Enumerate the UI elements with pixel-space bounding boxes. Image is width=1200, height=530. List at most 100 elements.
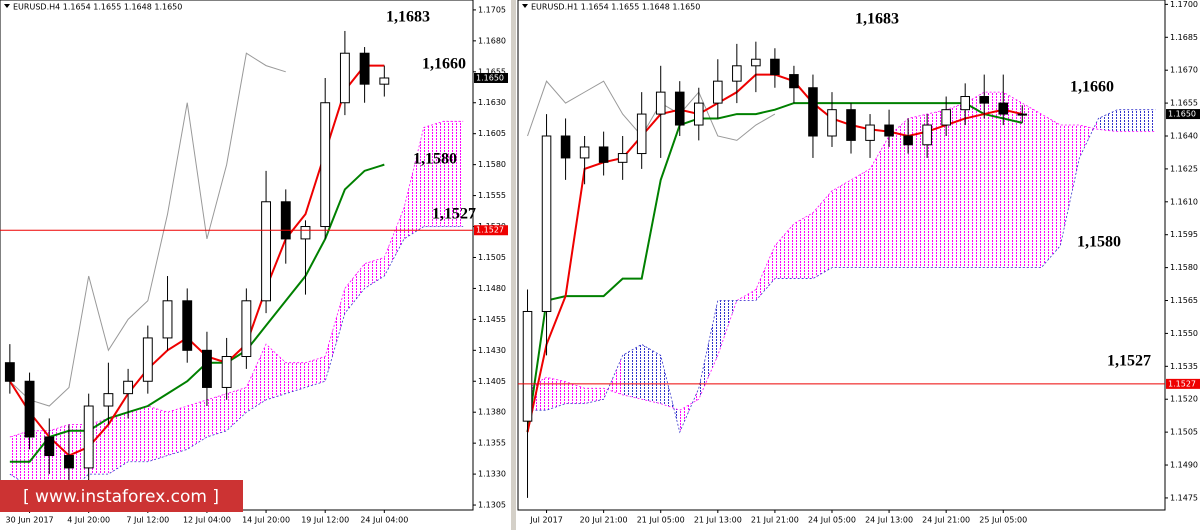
candle-body	[770, 58, 780, 76]
cloud-segment	[870, 136, 890, 268]
candle-body	[655, 91, 666, 115]
annotation: 1,1527	[432, 206, 476, 223]
candle-body	[4, 362, 15, 382]
cloud-segment	[584, 388, 604, 404]
candle-body	[83, 405, 94, 469]
y-tick-label: 1.1565	[1170, 296, 1198, 305]
candle-body	[865, 124, 875, 141]
y-tick-label: 1.1480	[478, 284, 506, 293]
candle-body	[221, 356, 232, 388]
candle-body	[884, 124, 894, 137]
candle-body	[162, 300, 173, 339]
x-tick-label: 24 Jul 21:00	[922, 516, 970, 525]
annotation: 1,1660	[422, 56, 466, 73]
candle-body	[339, 52, 350, 104]
chart-title: EURUSD.H4 1.1654 1.1655 1.1648 1.1650	[13, 3, 182, 12]
y-tick-label: 1.1685	[1170, 33, 1198, 42]
candle-body	[713, 80, 723, 104]
candle-body	[827, 109, 837, 137]
candle-body	[636, 113, 647, 155]
x-tick-label: 24 Jul 05:00	[808, 516, 856, 525]
y-tick-label: 1.1610	[1170, 197, 1198, 206]
annotation: 1,1580	[1077, 234, 1121, 251]
candle-body	[44, 436, 55, 457]
cloud-segment	[305, 356, 326, 388]
cloud-segment	[546, 377, 566, 411]
y-tick-label: 1.1670	[1170, 66, 1198, 75]
candle-body	[123, 380, 134, 395]
y-tick-label: 1.1580	[1170, 263, 1198, 272]
candle-body	[560, 135, 571, 159]
candle-body	[922, 124, 932, 146]
y-tick-label: 1.1520	[1170, 395, 1198, 404]
x-tick-label: 24 Jul 04:00	[360, 516, 408, 525]
indicator-line	[9, 163, 385, 463]
annotation: 1,1660	[1070, 79, 1114, 96]
y-tick-label: 1.1455	[478, 315, 506, 324]
cloud-segment	[187, 399, 207, 450]
y-tick-label: 1.1640	[1170, 132, 1198, 141]
indicator-line	[9, 52, 286, 407]
price-tag	[1166, 109, 1200, 120]
cloud-segment	[344, 263, 365, 314]
cloud-segment	[325, 288, 345, 382]
indicator-line	[526, 102, 1023, 433]
candle-body	[998, 102, 1009, 115]
candle-body	[693, 102, 704, 126]
candle-body	[103, 393, 114, 407]
candle-body	[182, 300, 193, 351]
x-tick-label: 25 Jul 05:00	[979, 516, 1027, 525]
annotation: 1,1683	[386, 9, 430, 26]
y-tick-label: 1.1595	[1170, 230, 1198, 239]
y-tick-label: 1.1705	[478, 5, 506, 14]
candle-body	[24, 380, 35, 438]
y-tick-label: 1.1430	[478, 346, 506, 355]
candle-body	[789, 74, 799, 89]
cloud-segment	[984, 92, 1004, 268]
price-tag-label: 1.1650	[476, 73, 504, 82]
cloud-segment	[404, 127, 424, 239]
annotation: 1,1527	[1107, 353, 1151, 370]
candle-body	[320, 102, 331, 228]
level-tag-label: 1.1527	[476, 226, 504, 235]
level-tag	[474, 225, 508, 236]
cloud-segment	[1022, 103, 1042, 268]
menu-arrow	[4, 4, 10, 8]
price-tag-label: 1.1650	[1168, 110, 1196, 119]
cloud-segment	[812, 190, 832, 279]
y-tick-label: 1.1605	[478, 129, 506, 138]
indicator-line	[527, 80, 776, 141]
candle-body	[241, 300, 252, 358]
y-tick-label: 1.1630	[478, 98, 506, 107]
annotation: 1,1580	[413, 151, 457, 168]
x-tick-label: 21 Jul 05:00	[637, 516, 685, 525]
candle-body	[846, 109, 856, 141]
candle-body	[64, 455, 74, 469]
y-tick-label: 1.1405	[478, 377, 506, 386]
candle-body	[142, 337, 153, 382]
plot-layer	[522, 41, 1156, 498]
y-tick-label: 1.1505	[1170, 428, 1198, 437]
x-tick-label: 21 Jul 13:00	[694, 516, 742, 525]
candle-body	[617, 153, 628, 163]
cloud-segment	[1060, 125, 1080, 246]
cloud-segment	[1098, 109, 1118, 132]
y-tick-label: 1.1700	[1170, 0, 1198, 9]
x-tick-label: 20 Jul 21:00	[580, 516, 628, 525]
x-tick-label: 4 Jul 20:00	[67, 516, 110, 525]
cloud-segment	[1041, 114, 1061, 268]
x-tick-label: 21 Jul 21:00	[751, 516, 799, 525]
y-tick-label: 1.1680	[478, 36, 506, 45]
watermark-box	[0, 480, 243, 512]
candle-body	[522, 310, 533, 422]
cloud-segment	[622, 344, 642, 400]
y-tick-label: 1.1380	[478, 408, 506, 417]
cloud-segment	[1003, 92, 1023, 268]
cloud-segment	[908, 114, 928, 268]
cloud-segment	[851, 168, 871, 268]
cloud-segment	[384, 207, 405, 277]
x-tick-label: 30 Jun 2017	[6, 516, 54, 525]
y-tick-label: 1.1555	[478, 191, 506, 200]
candle-body	[300, 226, 311, 240]
